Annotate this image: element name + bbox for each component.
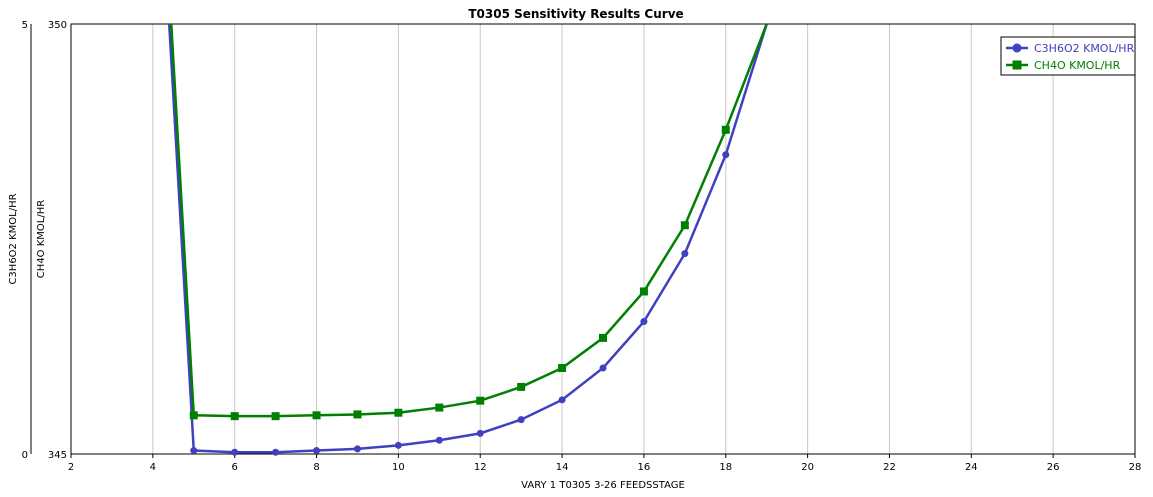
legend-marker <box>1012 43 1022 53</box>
x-tick-label: 12 <box>474 462 487 473</box>
data-point <box>353 410 362 419</box>
y-tick-label-axis-0: 0 <box>22 450 28 461</box>
x-tick-label: 6 <box>232 462 238 473</box>
data-point <box>721 125 730 134</box>
data-point <box>394 408 403 417</box>
plot-frame <box>70 23 1136 455</box>
data-point <box>313 447 321 455</box>
x-axis-ticks: 2 4 6 8 10 12 14 16 18 20 22 24 26 28 <box>68 454 1142 473</box>
x-tick-label: 20 <box>801 462 814 473</box>
data-point <box>272 448 280 456</box>
data-point <box>394 441 402 449</box>
x-tick-label: 22 <box>883 462 896 473</box>
data-point <box>558 396 566 404</box>
data-point <box>271 412 280 421</box>
data-point <box>599 333 607 342</box>
x-tick-label: 14 <box>556 462 569 473</box>
data-point <box>189 411 198 420</box>
data-point <box>681 250 689 258</box>
x-tick-label: 26 <box>1047 462 1060 473</box>
series-0 <box>167 23 768 456</box>
x-axis-label: VARY 1 T0305 3-26 FEEDSSTAGE <box>521 480 685 491</box>
data-point <box>435 436 443 444</box>
data-point <box>476 396 485 405</box>
series-line <box>167 23 768 454</box>
y-axis-ticks: 0 5 345 350 <box>22 20 67 461</box>
grid-lines <box>152 24 1054 454</box>
series-line <box>170 23 768 418</box>
x-tick-label: 4 <box>150 462 156 473</box>
legend-marker <box>1012 60 1022 70</box>
data-point <box>599 364 607 372</box>
legend: C3H6O2 KMOL/HR CH4O KMOL/HR <box>1000 36 1136 76</box>
y-tick-label-axis-1: 345 <box>48 450 67 461</box>
y-axis-label-ch4o: CH4O KMOL/HR <box>36 200 47 278</box>
x-tick-label: 24 <box>965 462 978 473</box>
data-point <box>476 429 484 437</box>
data-point <box>680 221 689 230</box>
data-point <box>312 411 321 420</box>
y-axis-label-c3h6o2: C3H6O2 KMOL/HR <box>8 193 19 284</box>
legend-label: C3H6O2 KMOL/HR <box>1034 42 1135 55</box>
chart-title: T0305 Sensitivity Results Curve <box>468 7 683 21</box>
x-tick-label: 28 <box>1129 462 1142 473</box>
x-tick-label: 16 <box>638 462 651 473</box>
x-tick-label: 8 <box>313 462 319 473</box>
data-point <box>639 287 648 296</box>
y-tick-label-axis-1: 350 <box>48 20 67 31</box>
data-point <box>517 416 525 424</box>
data-point <box>353 445 361 453</box>
x-tick-label: 10 <box>392 462 405 473</box>
legend-label: CH4O KMOL/HR <box>1034 59 1121 72</box>
x-tick-label: 18 <box>719 462 732 473</box>
data-point <box>640 318 648 326</box>
legend-box <box>1000 36 1136 76</box>
data-point <box>230 412 239 421</box>
data-point <box>190 447 198 455</box>
x-tick-label: 2 <box>68 462 74 473</box>
y-tick-label-axis-0: 5 <box>22 20 28 31</box>
data-point <box>722 151 730 159</box>
data-point <box>231 448 239 456</box>
series-layer <box>167 23 768 456</box>
data-point <box>517 382 526 391</box>
series-1 <box>170 23 768 421</box>
data-point <box>558 364 567 372</box>
data-point <box>435 403 444 412</box>
